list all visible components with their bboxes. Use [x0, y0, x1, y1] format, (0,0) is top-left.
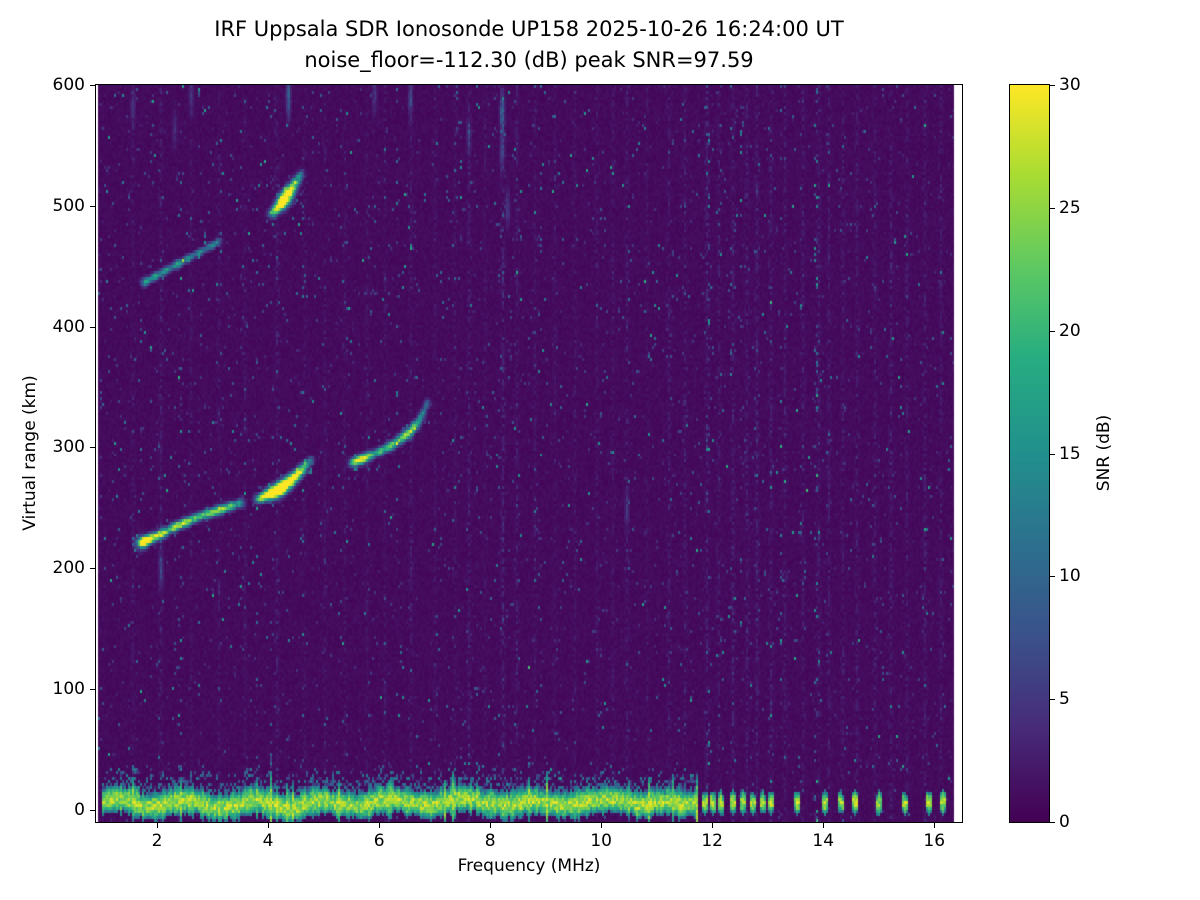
x-tick-mark	[601, 823, 603, 828]
y-tick-label: 600	[52, 75, 85, 95]
colorbar-tick-mark	[1050, 576, 1055, 578]
y-tick-mark	[90, 689, 95, 691]
y-tick-label: 100	[52, 679, 85, 700]
x-tick-label: 14	[812, 831, 835, 851]
colorbar-tick-label: 0	[1059, 812, 1070, 832]
colorbar-tick-mark	[1050, 822, 1055, 823]
x-tick-label: 2	[151, 831, 163, 851]
x-tick-mark	[712, 823, 714, 828]
colorbar-tick-mark	[1050, 699, 1055, 701]
y-tick-label: 0	[74, 799, 85, 820]
colorbar-tick-label: 20	[1059, 320, 1081, 341]
chart-title-line2: noise_floor=-112.30 (dB) peak SNR=97.59	[304, 48, 754, 72]
colorbar-tick-label: 10	[1059, 566, 1081, 587]
y-tick-mark	[90, 205, 95, 207]
x-tick-mark	[823, 823, 825, 828]
colorbar-tick-mark	[1050, 85, 1055, 86]
colorbar-tick-label: 5	[1059, 689, 1070, 710]
y-tick-mark	[90, 85, 95, 86]
x-tick-mark	[490, 823, 492, 828]
chart-title-line1: IRF Uppsala SDR Ionosonde UP158 2025-10-…	[214, 17, 844, 41]
y-axis-label: Virtual range (km)	[20, 375, 40, 531]
colorbar	[1009, 84, 1050, 823]
colorbar-tick-label: 30	[1059, 75, 1081, 95]
x-tick-mark	[934, 823, 936, 828]
colorbar-canvas	[1010, 85, 1049, 822]
y-tick-label: 300	[52, 437, 85, 458]
y-tick-label: 400	[52, 316, 85, 337]
colorbar-tick-mark	[1050, 330, 1055, 332]
heatmap-canvas	[96, 85, 962, 822]
colorbar-label: SNR (dB)	[1094, 414, 1114, 492]
colorbar-tick-label: 25	[1059, 197, 1081, 218]
x-tick-mark	[157, 823, 159, 828]
chart-title: IRF Uppsala SDR Ionosonde UP158 2025-10-…	[95, 14, 963, 76]
x-tick-label: 12	[701, 831, 724, 851]
plot-area	[95, 84, 963, 823]
colorbar-tick-mark	[1050, 207, 1055, 209]
y-tick-label: 500	[52, 195, 85, 216]
y-tick-mark	[90, 447, 95, 449]
x-tick-label: 16	[923, 831, 946, 851]
x-tick-label: 4	[262, 831, 274, 851]
y-tick-label: 200	[52, 558, 85, 579]
x-axis-label: Frequency (MHz)	[457, 856, 601, 876]
y-tick-mark	[90, 568, 95, 570]
y-tick-mark	[90, 326, 95, 328]
x-tick-label: 10	[590, 831, 612, 851]
colorbar-tick-mark	[1050, 453, 1055, 455]
x-tick-label: 6	[373, 831, 385, 851]
colorbar-tick-label: 15	[1059, 443, 1081, 464]
x-tick-mark	[268, 823, 270, 828]
y-tick-mark	[90, 809, 95, 811]
x-tick-label: 8	[484, 831, 496, 851]
x-tick-mark	[379, 823, 381, 828]
